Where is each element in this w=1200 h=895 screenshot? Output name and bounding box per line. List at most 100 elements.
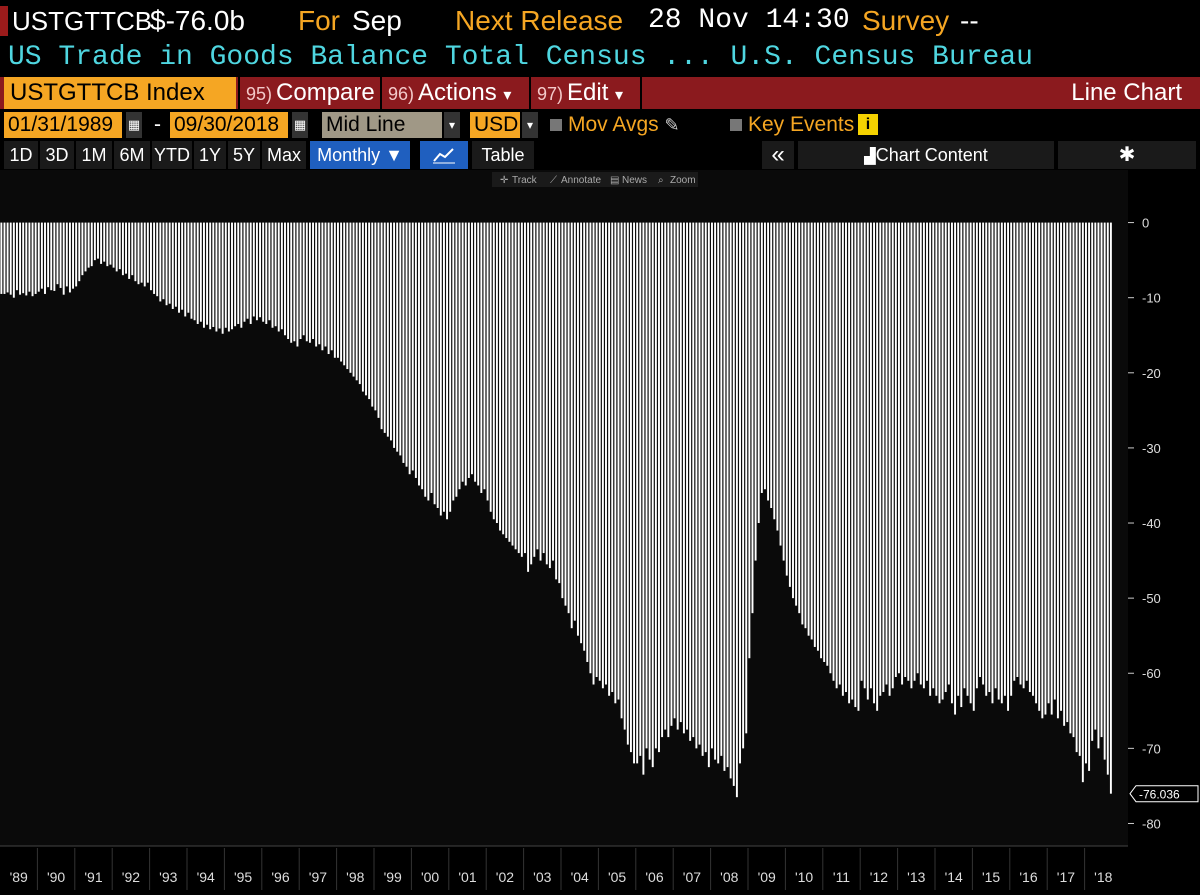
track-button[interactable]: Track <box>512 175 538 186</box>
period-max[interactable]: Max <box>262 141 306 169</box>
bar <box>536 222 539 550</box>
bar <box>701 222 704 756</box>
bar <box>290 222 293 343</box>
pencil-icon[interactable]: ✎ <box>664 115 680 135</box>
bar <box>947 222 950 685</box>
bar <box>1038 222 1041 711</box>
start-calendar-icon[interactable]: ▦ <box>126 112 142 138</box>
bar <box>869 222 872 689</box>
zoom-icon[interactable]: ⌕ <box>658 175 664 186</box>
collapse-panel-icon[interactable]: « <box>762 141 794 169</box>
bar <box>262 222 265 322</box>
ticker: USTGTTCB <box>12 6 153 36</box>
x-tick-label: '89 <box>10 869 28 885</box>
bar <box>1053 222 1056 700</box>
bar <box>399 222 402 456</box>
chart-content-button[interactable]: ▟Chart Content <box>798 141 1054 169</box>
bar <box>785 222 788 576</box>
actions-number: 96) <box>388 84 415 104</box>
bar <box>623 222 626 730</box>
zoom-button[interactable]: Zoom <box>670 175 696 186</box>
bar <box>474 222 477 482</box>
period-1m[interactable]: 1M <box>76 141 112 169</box>
x-tick-label: '92 <box>122 869 140 885</box>
compare-button[interactable]: 95) Compare <box>246 77 375 109</box>
track-icon[interactable]: ✛ <box>500 175 508 186</box>
currency-dropdown-icon[interactable]: ▾ <box>522 112 538 138</box>
period-ytd[interactable]: YTD <box>152 141 192 169</box>
actions-dropdown-icon: ▾ <box>503 87 512 104</box>
line-style-dropdown-icon[interactable]: ▾ <box>444 112 460 138</box>
annotate-button[interactable]: Annotate <box>561 175 601 186</box>
period-3d[interactable]: 3D <box>40 141 74 169</box>
actions-button[interactable]: 96) Actions ▾ <box>388 77 511 109</box>
period-1y[interactable]: 1Y <box>194 141 226 169</box>
x-tick-label: '15 <box>982 869 1000 885</box>
x-tick-label: '90 <box>47 869 65 885</box>
security-marker <box>0 6 8 36</box>
bar <box>352 222 355 377</box>
bar <box>22 222 25 294</box>
y-tick-label: -80 <box>1142 816 1161 831</box>
bar <box>810 222 813 640</box>
bar <box>882 222 885 693</box>
period-5y[interactable]: 5Y <box>228 141 260 169</box>
mov-avgs-checkbox[interactable] <box>550 119 562 132</box>
line-chart-icon[interactable] <box>420 141 468 169</box>
bar <box>47 222 50 288</box>
bar <box>707 222 710 768</box>
period-6m[interactable]: 6M <box>114 141 150 169</box>
bar <box>374 222 377 411</box>
info-icon[interactable]: i <box>858 114 878 135</box>
toolbar-divider <box>380 77 382 109</box>
security-field[interactable]: USTGTTCB Index <box>4 77 236 109</box>
edit-button[interactable]: 97) Edit ▾ <box>537 77 623 109</box>
bar <box>823 222 826 662</box>
start-date-input[interactable]: 01/31/1989 <box>4 112 122 138</box>
end-calendar-icon[interactable]: ▦ <box>292 112 308 138</box>
key-events-checkbox[interactable] <box>730 119 742 132</box>
bar <box>134 222 137 282</box>
table-button[interactable]: Table <box>472 141 534 169</box>
bar <box>72 222 75 289</box>
bar <box>196 222 199 324</box>
currency-select[interactable]: USD <box>470 112 520 138</box>
bar <box>608 222 611 696</box>
end-date-input[interactable]: 09/30/2018 <box>170 112 288 138</box>
bar <box>31 222 34 297</box>
key-events-toggle[interactable]: Key Events <box>730 112 854 138</box>
bar <box>227 222 230 332</box>
bar <box>312 222 314 339</box>
bar <box>128 222 131 279</box>
bar <box>552 222 554 561</box>
bar <box>801 222 804 625</box>
news-button[interactable]: News <box>622 175 647 186</box>
bar <box>3 222 6 294</box>
bar <box>377 222 380 418</box>
bar <box>231 222 233 330</box>
bar <box>489 222 492 512</box>
bar <box>1106 222 1109 775</box>
bar <box>979 222 981 677</box>
bar <box>919 222 922 685</box>
annotate-icon[interactable]: ⟋ <box>550 175 557 186</box>
bar <box>860 222 863 681</box>
bar <box>876 222 879 711</box>
bar <box>100 222 103 264</box>
news-icon[interactable]: ▤ <box>610 175 619 186</box>
frequency-dropdown[interactable]: Monthly ▼ <box>310 141 410 169</box>
survey-label: Survey <box>862 5 950 36</box>
bar <box>389 222 392 441</box>
x-tick-label: '01 <box>458 869 476 885</box>
security-description-row: US Trade in Goods Balance Total Census .… <box>0 42 1200 76</box>
period-1d[interactable]: 1D <box>4 141 38 169</box>
settings-gear-icon[interactable]: ✱ <box>1058 141 1196 169</box>
bar <box>717 222 720 764</box>
bar <box>763 222 766 490</box>
bar <box>499 222 501 531</box>
mov-avgs-toggle[interactable]: Mov Avgs ✎ <box>550 112 680 138</box>
line-style-select[interactable]: Mid Line <box>322 112 442 138</box>
bar <box>991 222 994 704</box>
bar <box>93 222 96 261</box>
bar <box>820 222 823 659</box>
